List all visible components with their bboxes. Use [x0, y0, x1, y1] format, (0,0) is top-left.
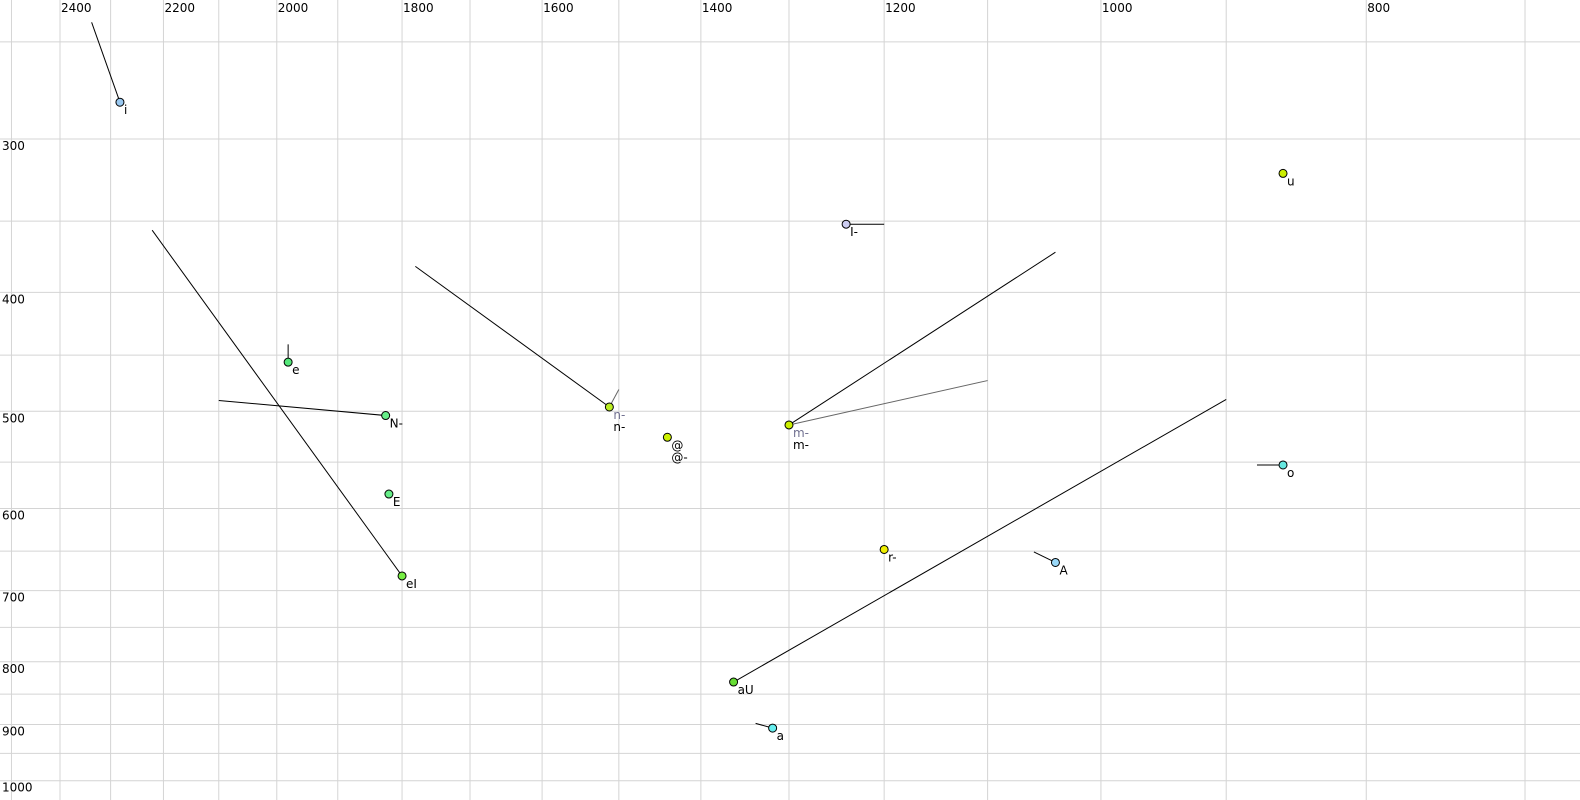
- y-tick-label: 300: [2, 139, 25, 153]
- vowel-label: A: [1059, 563, 1068, 577]
- vowel-label: n-: [613, 408, 625, 422]
- vowel-point: [381, 411, 391, 421]
- vowel-point: [662, 432, 672, 442]
- formant-trajectory: [218, 400, 386, 417]
- vowel-label: @: [671, 438, 683, 452]
- vowel-label: I-: [850, 225, 858, 239]
- vowel-point: [768, 723, 778, 733]
- vowel-label: m-: [793, 426, 809, 440]
- y-tick-label: 400: [2, 292, 25, 306]
- y-tick-label: 500: [2, 411, 25, 425]
- vowel-label: o: [1287, 466, 1294, 480]
- formant-trajectory: [788, 251, 1056, 426]
- points: i e N- EeI n-n- @@- m-m- I-u o r- AaU a: [115, 97, 1295, 743]
- vowel-label: a: [777, 729, 784, 743]
- x-tick-label: 1000: [1102, 1, 1133, 15]
- vowel-label: eI: [406, 577, 417, 591]
- vowel-label: r-: [888, 550, 897, 564]
- x-tick-label: 1800: [403, 1, 434, 15]
- x-tick-label: 2200: [164, 1, 195, 15]
- y-tick-label: 1000: [2, 781, 33, 795]
- vowel-point: [729, 677, 739, 687]
- vowel-point: [1278, 460, 1288, 470]
- y-tick-label: 700: [2, 591, 25, 605]
- vowel-point: [1050, 557, 1060, 567]
- vowel-point: [879, 544, 889, 554]
- vowel-label: e: [292, 363, 299, 377]
- vowel-point: [841, 219, 851, 229]
- vowel-label: @-: [671, 450, 687, 464]
- y-tick-label: 600: [2, 508, 25, 522]
- y-tick-label: 800: [2, 662, 25, 676]
- x-tick-label: 1400: [702, 1, 733, 15]
- trajectories: [91, 22, 1284, 729]
- x-tick-label: 1200: [885, 1, 916, 15]
- tick-labels: 2400 2200 2000 1800 1600 1400 1200 1000 800 300 40…: [2, 1, 1390, 795]
- x-tick-label: 2400: [61, 1, 92, 15]
- x-tick-label: 2000: [278, 1, 309, 15]
- x-tick-label: 800: [1367, 1, 1390, 15]
- vowel-point: [1278, 168, 1288, 178]
- vowel-label: E: [393, 495, 401, 509]
- formant-trajectory: [151, 229, 403, 577]
- vowel-label: n-: [613, 420, 625, 434]
- vowel-point: [115, 97, 125, 107]
- vowel-label: N-: [390, 417, 403, 431]
- vowel-point: [397, 571, 407, 581]
- x-tick-label: 1600: [543, 1, 574, 15]
- formant-trajectory: [733, 398, 1227, 683]
- vowel-point: [384, 489, 394, 499]
- vowel-label: aU: [738, 683, 754, 697]
- formant-trajectory: [788, 380, 988, 426]
- vowel-point: [784, 420, 794, 430]
- vowel-label: i: [124, 103, 127, 117]
- formant-trajectory: [415, 265, 610, 408]
- vowel-label: u: [1287, 174, 1295, 188]
- vowel-point: [283, 357, 293, 367]
- y-tick-label: 900: [2, 725, 25, 739]
- formant-trajectory: [91, 22, 121, 103]
- vowel-label: m-: [793, 438, 809, 452]
- vowel-point: [604, 402, 614, 412]
